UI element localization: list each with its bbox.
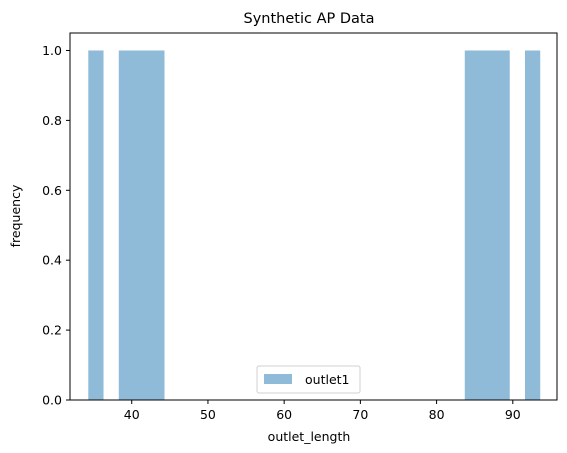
y-tick-label: 0.2 — [42, 323, 62, 338]
histogram-bar-1 — [88, 50, 104, 400]
y-tick-label: 0.6 — [42, 183, 62, 198]
x-tick-label: 80 — [429, 407, 445, 422]
x-axis-label: outlet_length — [268, 429, 351, 444]
x-axis-ticks: 40 50 60 70 80 90 — [124, 400, 521, 422]
y-tick-label: 0.4 — [42, 253, 62, 268]
y-axis-label: frequency — [8, 184, 23, 247]
bars-group — [88, 50, 541, 400]
x-tick-label: 70 — [352, 407, 368, 422]
histogram-bar-2 — [118, 50, 165, 400]
legend-swatch — [264, 374, 292, 384]
legend: outlet1 — [256, 365, 361, 394]
legend-box — [256, 365, 361, 394]
y-axis-ticks: 0.0 0.2 0.4 0.6 0.8 1.0 — [42, 43, 70, 408]
x-tick-label: 90 — [505, 407, 521, 422]
y-tick-label: 0.8 — [42, 113, 62, 128]
y-tick-label: 0.0 — [42, 393, 62, 408]
chart-title: Synthetic AP Data — [244, 11, 375, 27]
legend-label: outlet1 — [305, 372, 350, 387]
histogram-bar-4 — [524, 50, 541, 400]
x-tick-label: 50 — [200, 407, 216, 422]
x-tick-label: 60 — [276, 407, 292, 422]
y-tick-label: 1.0 — [42, 43, 62, 58]
plot-frame — [69, 32, 558, 401]
histogram-bar-3 — [464, 50, 510, 400]
x-tick-label: 40 — [124, 407, 140, 422]
